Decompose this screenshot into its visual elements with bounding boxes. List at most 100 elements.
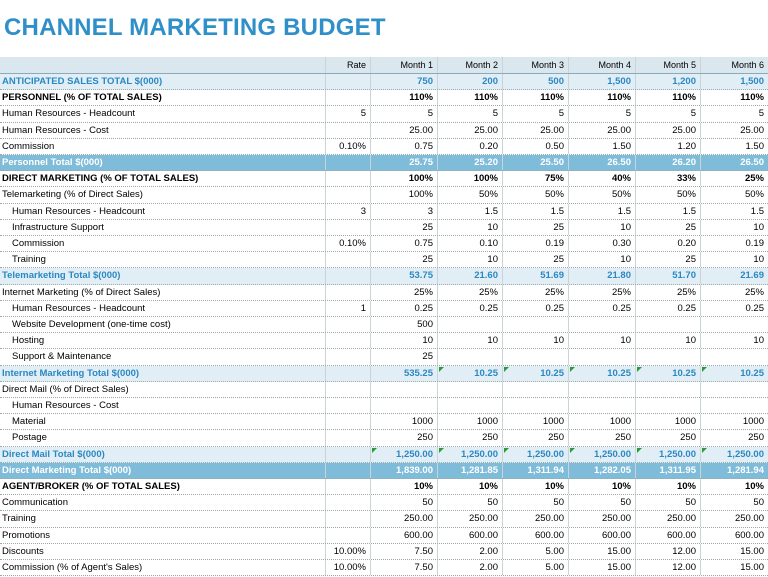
cell-flag (637, 447, 642, 453)
rate-cell (325, 187, 370, 203)
value-cell: 10.25 (568, 365, 635, 381)
value-cell: 110% (635, 90, 700, 106)
row-label: Training (2, 513, 36, 525)
row-label: Infrastructure Support (12, 221, 104, 233)
table-row: Human Resources - Cost 25.00 25.00 25.00 25.… (0, 122, 768, 139)
value-cell: 100% (370, 171, 437, 187)
value-cell: 250.00 (437, 511, 502, 527)
rate-cell (325, 511, 370, 527)
value-cell: 50 (437, 495, 502, 511)
value-cell: 0.19 (502, 236, 568, 252)
table-row: Human Resources - Headcount 1 0.25 0.25 0.25… (0, 300, 768, 317)
value-cell (437, 398, 502, 414)
cell-flag (504, 447, 509, 453)
value-cell: 12.00 (635, 543, 700, 559)
value-cell: 25.00 (700, 122, 768, 138)
value-cell: 250 (502, 430, 568, 446)
row-label: Communication (2, 497, 68, 509)
value-cell: 1,250.00 (568, 446, 635, 462)
value-cell: 2.00 (437, 543, 502, 559)
value-cell (700, 317, 768, 333)
value-cell: 1000 (700, 414, 768, 430)
value-cell: 250 (437, 430, 502, 446)
value-cell: 15.00 (568, 543, 635, 559)
value-cell: 750 (370, 74, 437, 90)
value-cell: 40% (568, 171, 635, 187)
rate-cell: 1 (325, 300, 370, 316)
value-cell: 25 (635, 219, 700, 235)
cell-flag (570, 366, 575, 372)
value-cell: 250.00 (370, 511, 437, 527)
table-row: DIRECT MARKETING (% OF TOTAL SALES) 100% 1… (0, 171, 768, 188)
cell-flag (702, 447, 707, 453)
value-cell: 15.00 (568, 560, 635, 576)
value-cell: 10 (568, 333, 635, 349)
table-row: Infrastructure Support 25 10 25 10 25 10 (0, 219, 768, 236)
value-cell: 1000 (635, 414, 700, 430)
table-row: Commission 0.10% 0.75 0.20 0.50 1.50 1.20 1.50 (0, 138, 768, 155)
rate-cell: 10.00% (325, 560, 370, 576)
table-row: Discounts 10.00% 7.50 2.00 5.00 15.00 12.00 15.… (0, 543, 768, 560)
value-cell (635, 317, 700, 333)
value-cell: 0.30 (568, 236, 635, 252)
row-label: DIRECT MARKETING (% OF TOTAL SALES) (2, 173, 199, 185)
header-month: Month 3 (502, 57, 568, 73)
value-cell: 1000 (502, 414, 568, 430)
rate-cell (325, 317, 370, 333)
value-cell (700, 381, 768, 397)
row-label: Telemarketing (% of Direct Sales) (2, 189, 143, 201)
value-cell: 110% (370, 90, 437, 106)
value-cell: 25.50 (502, 155, 568, 171)
value-cell: 0.25 (502, 300, 568, 316)
value-cell: 10% (502, 479, 568, 495)
value-cell: 10% (700, 479, 768, 495)
value-cell: 25% (700, 284, 768, 300)
value-cell: 1.20 (635, 138, 700, 154)
table-row: AGENT/BROKER (% OF TOTAL SALES) 10% 10% 10%… (0, 479, 768, 496)
value-cell: 15.00 (700, 560, 768, 576)
cell-flag (702, 366, 707, 372)
value-cell: 21.60 (437, 268, 502, 284)
value-cell: 50% (635, 187, 700, 203)
value-cell (568, 381, 635, 397)
value-cell: 0.20 (635, 236, 700, 252)
value-cell: 10% (437, 479, 502, 495)
table-row: Human Resources - Headcount 5 5 5 5 5 5 5 (0, 106, 768, 123)
value-cell: 53.75 (370, 268, 437, 284)
value-cell: 12.00 (635, 560, 700, 576)
value-cell: 5.00 (502, 543, 568, 559)
row-label: Human Resources - Cost (2, 124, 109, 136)
value-cell: 10 (437, 219, 502, 235)
value-cell (437, 349, 502, 365)
row-label: Training (12, 254, 46, 266)
value-cell: 1,250.00 (437, 446, 502, 462)
value-cell (568, 317, 635, 333)
value-cell: 25.20 (437, 155, 502, 171)
value-cell: 10 (568, 219, 635, 235)
value-cell (635, 381, 700, 397)
value-cell: 250 (370, 430, 437, 446)
value-cell: 0.25 (635, 300, 700, 316)
table-row: Human Resources - Headcount 3 3 1.5 1.5 1.5 1.… (0, 203, 768, 220)
value-cell: 110% (568, 90, 635, 106)
rate-cell (325, 333, 370, 349)
row-label: Internet Marketing Total $(000) (2, 367, 140, 379)
table-row: PERSONNEL (% OF TOTAL SALES) 110% 110% 110%… (0, 90, 768, 107)
cell-flag (637, 366, 642, 372)
row-label: Support & Maintenance (12, 351, 112, 363)
value-cell (568, 349, 635, 365)
value-cell: 7.50 (370, 560, 437, 576)
row-label: PERSONNEL (% OF TOTAL SALES) (2, 92, 162, 104)
value-cell (635, 349, 700, 365)
value-cell: 200 (437, 74, 502, 90)
value-cell: 10.25 (700, 365, 768, 381)
value-cell: 5.00 (502, 560, 568, 576)
value-cell: 15.00 (700, 543, 768, 559)
row-label: Hosting (12, 335, 45, 347)
row-label: Commission (% of Agent's Sales) (2, 562, 143, 573)
value-cell: 600.00 (437, 527, 502, 543)
value-cell: 110% (437, 90, 502, 106)
rate-cell: 10.00% (325, 543, 370, 559)
value-cell (370, 381, 437, 397)
rate-cell (325, 495, 370, 511)
